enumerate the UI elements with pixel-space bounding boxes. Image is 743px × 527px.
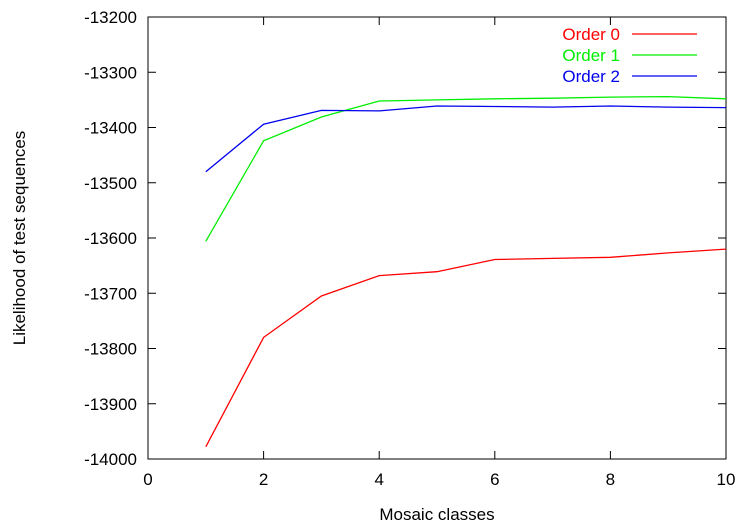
y-tick-label: -13700 — [84, 284, 137, 303]
x-tick-label: 8 — [606, 470, 615, 489]
x-tick-label: 6 — [490, 470, 499, 489]
y-tick-label: -13600 — [84, 229, 137, 248]
axis-ticks: 0 2 4 6 8 10 -14000 -13900 -13800 -13700 -13600 -13… — [84, 8, 735, 489]
x-tick-label: 4 — [374, 470, 383, 489]
x-tick-label: 10 — [717, 470, 736, 489]
y-tick-label: -13800 — [84, 340, 137, 359]
legend-label-order-0: Order 0 — [562, 25, 620, 44]
series-lines — [205, 95, 727, 448]
y-tick-label: -14000 — [84, 450, 137, 469]
y-tick-label: -13500 — [84, 174, 137, 193]
x-axis-title: Mosaic classes — [379, 505, 494, 524]
series-line-order-2 — [205, 105, 727, 173]
x-tick-label: 2 — [259, 470, 268, 489]
y-tick-label: -13900 — [84, 395, 137, 414]
legend-label-order-1: Order 1 — [562, 46, 620, 65]
series-line-order-0 — [205, 248, 727, 448]
y-tick-label: -13400 — [84, 119, 137, 138]
legend: Order 0 Order 1 Order 2 — [562, 25, 697, 86]
y-tick-label: -13200 — [84, 8, 137, 27]
legend-label-order-2: Order 2 — [562, 67, 620, 86]
x-tick-label: 0 — [143, 470, 152, 489]
y-axis-title: Likelihood of test sequences — [10, 131, 29, 346]
series-line-order-1 — [205, 95, 727, 242]
y-tick-label: -13300 — [84, 63, 137, 82]
